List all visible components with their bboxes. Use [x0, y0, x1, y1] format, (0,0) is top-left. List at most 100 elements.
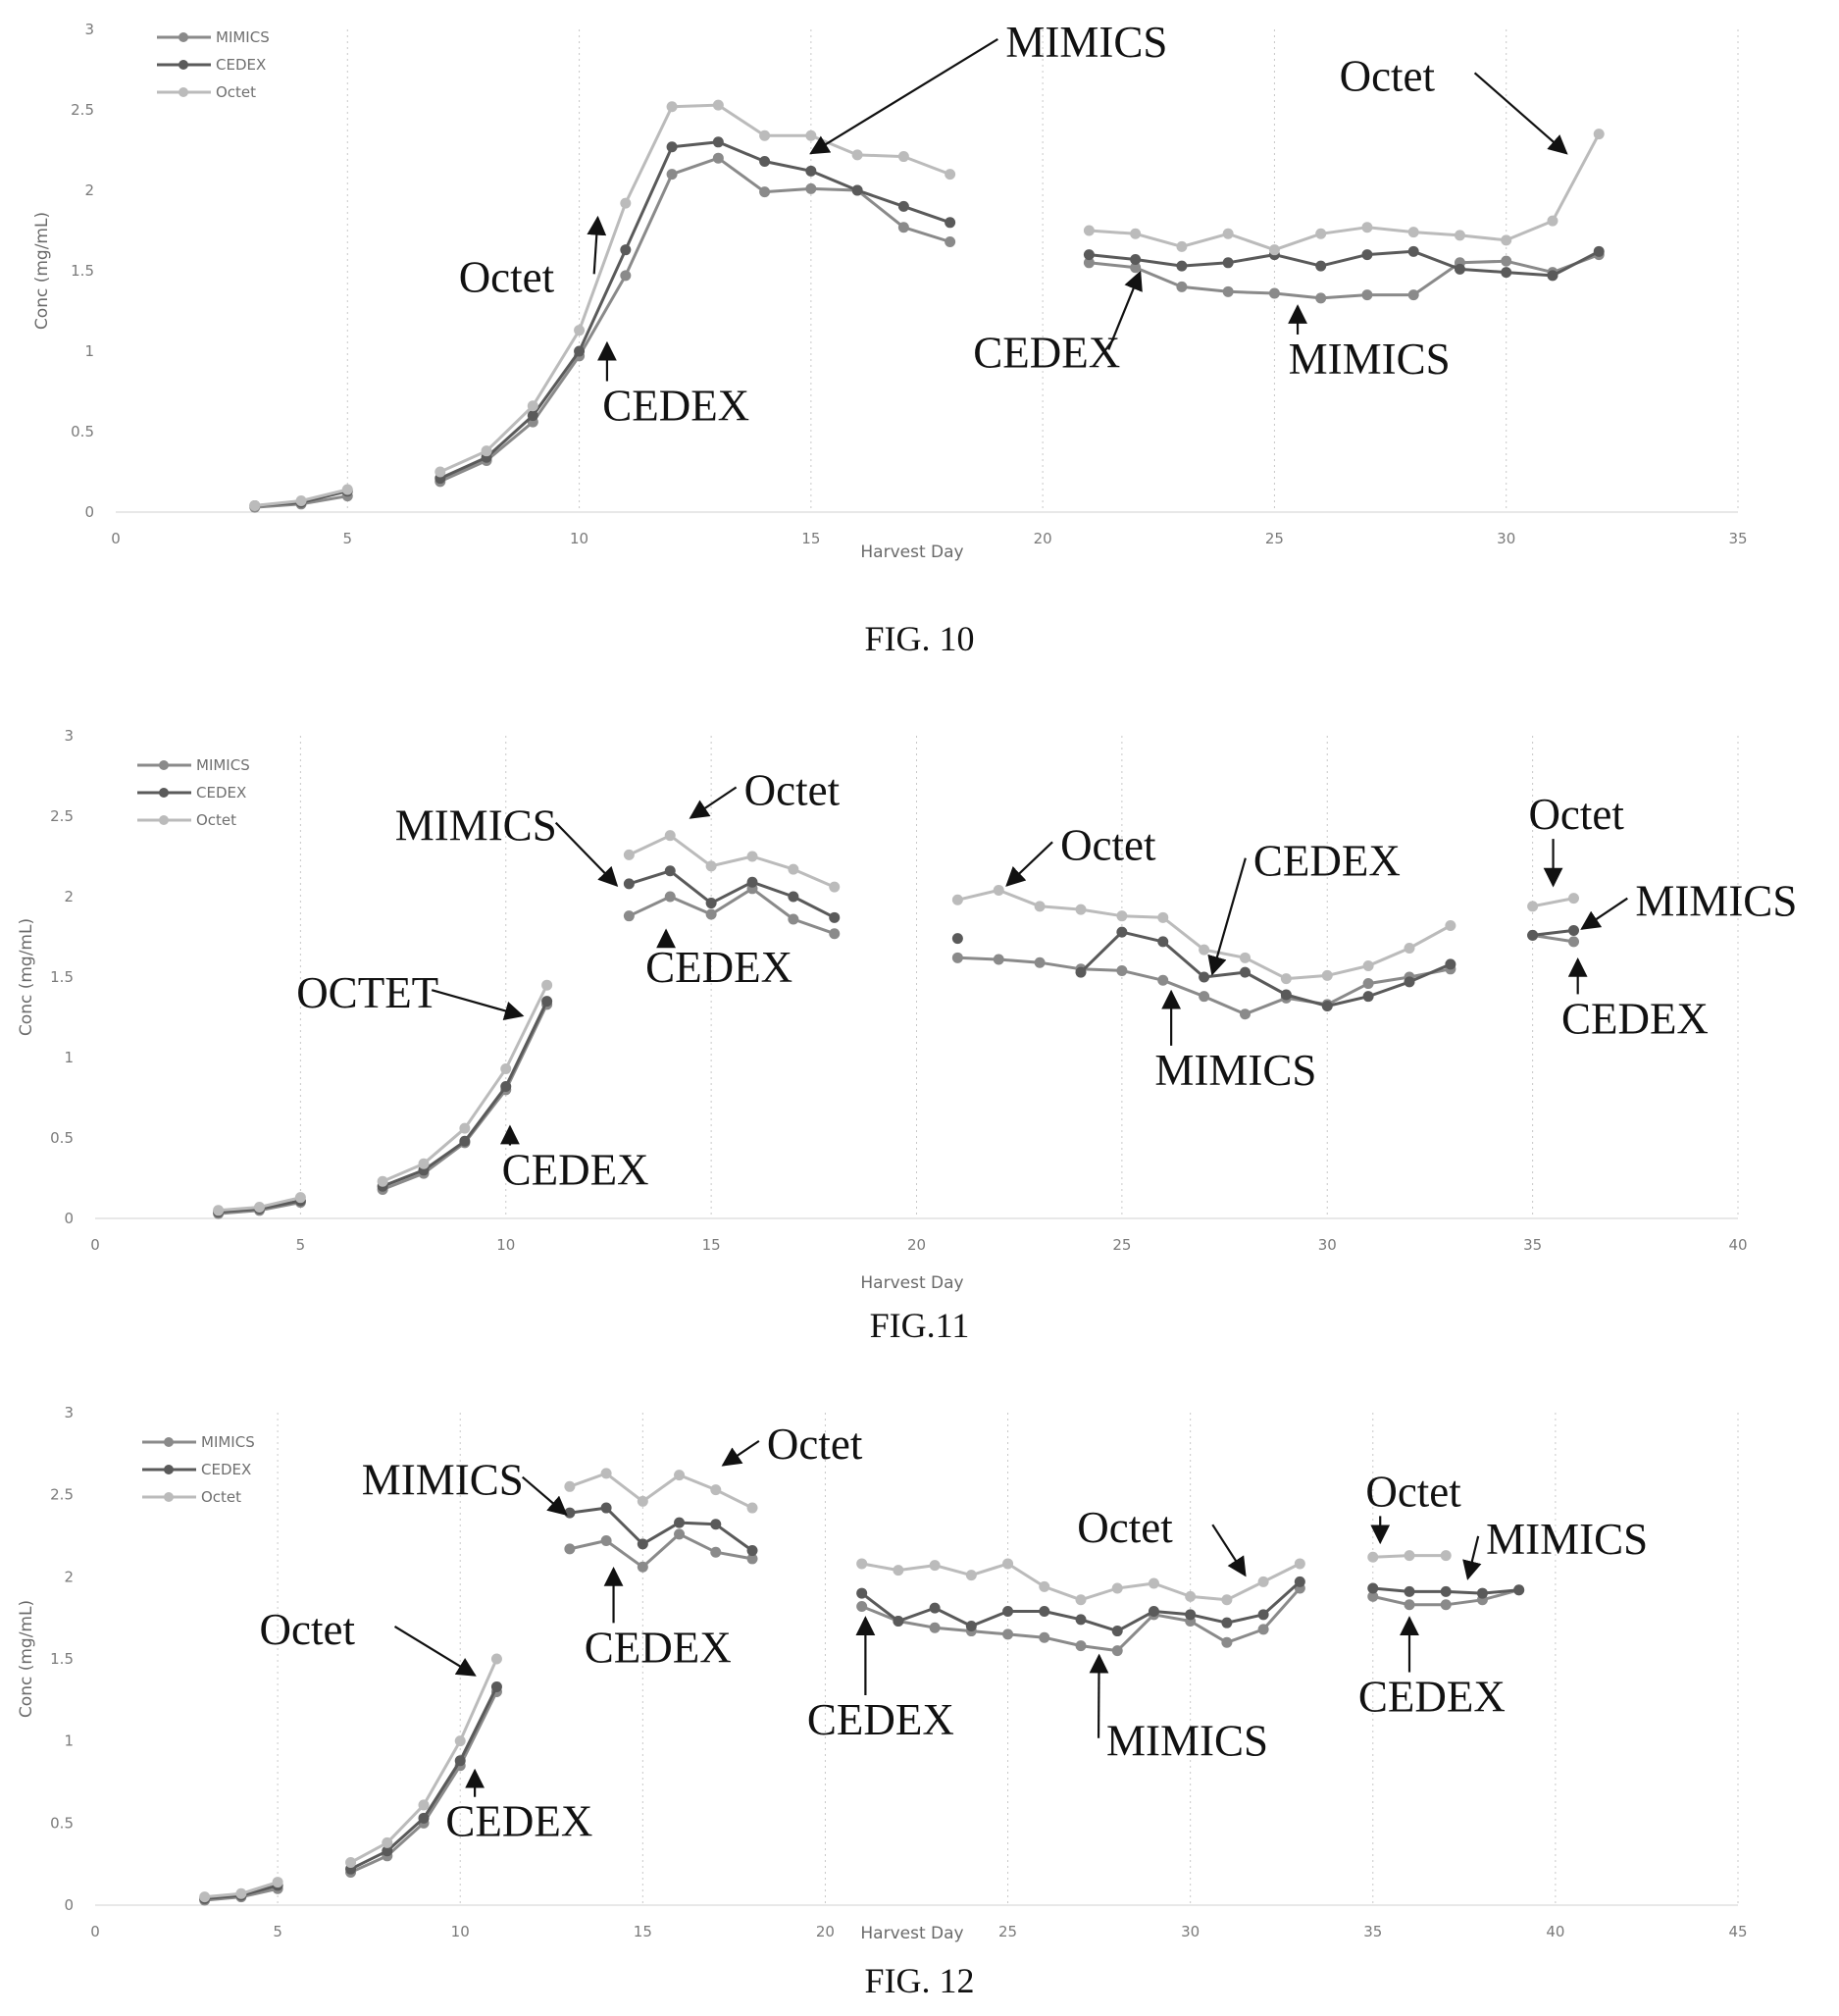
y-tick-label: 0	[84, 503, 94, 521]
data-point-cedex	[1501, 267, 1512, 279]
data-point-octet	[434, 466, 446, 478]
legend-swatch-marker	[159, 815, 169, 825]
data-point-octet	[382, 1836, 393, 1848]
legend-swatch-marker	[179, 32, 188, 42]
annotation-arrow	[1207, 857, 1247, 976]
data-point-octet	[213, 1205, 225, 1216]
legend-label: Octet	[201, 1488, 241, 1506]
data-point-mimics	[1240, 1008, 1251, 1020]
data-point-mimics	[1407, 289, 1419, 301]
data-point-mimics	[1075, 1640, 1087, 1652]
data-point-mimics	[929, 1622, 941, 1633]
data-point-mimics	[1116, 964, 1128, 976]
data-point-octet	[788, 863, 799, 875]
data-point-cedex	[1199, 971, 1210, 983]
data-point-octet	[1240, 952, 1251, 963]
data-point-cedex	[929, 1602, 941, 1614]
annotation-label: Octet	[1060, 820, 1156, 869]
data-point-cedex	[500, 1081, 512, 1093]
annotation-label: Octet	[1528, 790, 1624, 839]
data-point-cedex	[951, 933, 963, 945]
data-point-cedex	[1527, 929, 1539, 941]
annotation-arrow	[1473, 72, 1568, 155]
data-point-cedex	[1185, 1609, 1197, 1621]
legend-label: Octet	[216, 83, 256, 101]
y-tick-label: 2	[64, 1568, 74, 1585]
y-tick-label: 1.5	[50, 968, 74, 986]
data-point-octet	[710, 1484, 722, 1496]
data-point-cedex	[454, 1755, 466, 1767]
data-point-cedex	[893, 1616, 904, 1628]
data-point-mimics	[674, 1528, 686, 1540]
y-tick-label: 2	[84, 181, 94, 199]
data-point-mimics	[1268, 287, 1280, 299]
annotation-arrow	[809, 37, 998, 155]
data-point-octet	[620, 197, 632, 209]
data-point-octet	[1407, 227, 1419, 238]
data-point-octet	[759, 129, 771, 141]
data-point-octet	[272, 1877, 283, 1888]
data-point-octet	[1199, 944, 1210, 956]
data-point-cedex	[490, 1680, 502, 1692]
data-point-cedex	[746, 1545, 758, 1557]
data-point-cedex	[541, 996, 553, 1008]
data-point-cedex	[674, 1517, 686, 1528]
fig12-caption: FIG. 12	[864, 1961, 975, 2000]
annotation-arrow	[1211, 1524, 1247, 1577]
x-tick-label: 35	[1728, 530, 1747, 547]
series-line-octet	[628, 834, 836, 889]
x-tick-label: 5	[296, 1236, 306, 1254]
x-tick-label: 0	[111, 530, 121, 547]
data-point-mimics	[1039, 1631, 1050, 1643]
data-point-mimics	[1199, 991, 1210, 1003]
y-tick-label: 3	[84, 21, 94, 38]
data-point-cedex	[664, 865, 676, 877]
x-tick-label: 20	[816, 1923, 835, 1940]
series-line-octet	[1532, 897, 1574, 908]
data-point-octet	[199, 1891, 211, 1903]
y-tick-label: 1	[64, 1049, 74, 1066]
data-point-cedex	[1445, 958, 1456, 970]
data-point-cedex	[897, 200, 909, 212]
data-point-mimics	[1257, 1624, 1269, 1635]
data-point-octet	[1527, 901, 1539, 912]
data-point-mimics	[620, 270, 632, 282]
data-point-octet	[574, 325, 586, 336]
data-point-cedex	[1593, 245, 1605, 257]
data-point-octet	[851, 149, 863, 161]
data-point-cedex	[1222, 257, 1234, 269]
annotation-label: Octet	[767, 1420, 863, 1469]
data-point-cedex	[788, 891, 799, 903]
data-point-cedex	[965, 1621, 977, 1632]
annotation-label: MIMICS	[1005, 18, 1167, 67]
annotation-label: CEDEX	[445, 1797, 592, 1846]
data-point-octet	[1002, 1558, 1014, 1570]
data-point-mimics	[600, 1535, 612, 1547]
data-point-cedex	[1130, 254, 1142, 266]
data-point-cedex	[623, 878, 635, 890]
annotation-label: CEDEX	[1358, 1673, 1506, 1722]
annotation-label: MIMICS	[1154, 1046, 1316, 1095]
x-tick-label: 5	[343, 530, 353, 547]
data-point-octet	[235, 1887, 247, 1899]
data-point-mimics	[829, 928, 841, 940]
annotation-arrow	[1089, 1653, 1109, 1738]
data-point-octet	[664, 830, 676, 842]
data-point-cedex	[851, 184, 863, 196]
data-point-cedex	[1157, 936, 1169, 948]
x-tick-label: 10	[570, 530, 588, 547]
x-tick-label: 20	[907, 1236, 926, 1254]
data-point-octet	[1445, 920, 1456, 932]
legend-label: MIMICS	[201, 1433, 255, 1451]
legend-swatch-marker	[164, 1437, 174, 1447]
data-point-octet	[1362, 960, 1374, 972]
series-line-mimics	[439, 156, 951, 484]
data-point-octet	[500, 1062, 512, 1074]
data-point-mimics	[1315, 292, 1327, 304]
data-point-mimics	[564, 1543, 576, 1555]
data-point-octet	[564, 1480, 576, 1492]
annotation-arrow	[1107, 270, 1143, 350]
data-point-cedex	[459, 1135, 471, 1147]
annotation-arrow	[587, 215, 607, 275]
annotation-label: CEDEX	[973, 328, 1120, 377]
